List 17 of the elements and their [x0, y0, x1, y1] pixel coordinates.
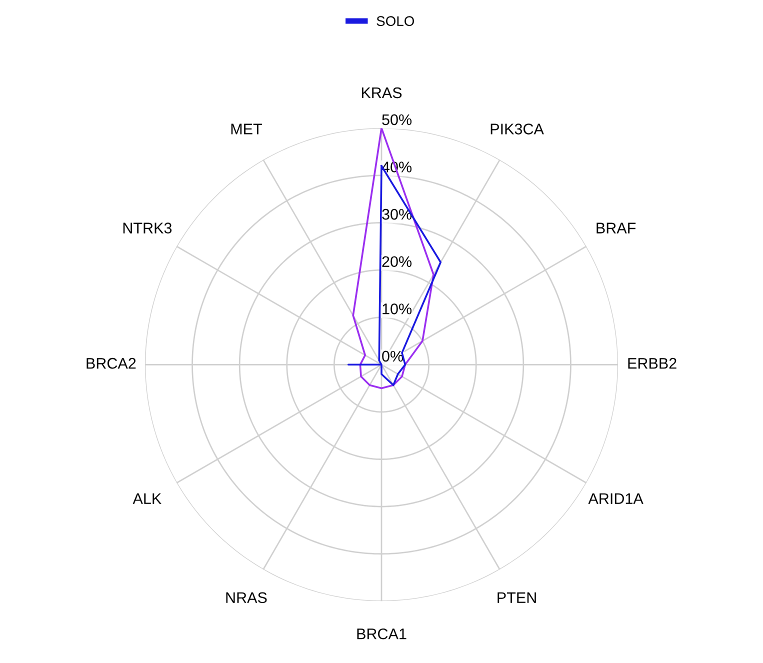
spoke-label: MET: [231, 124, 262, 134]
spoke-label: BRCA1: [357, 628, 406, 640]
spoke-label: NRAS: [226, 592, 267, 604]
spoke-label: ALK: [132, 493, 162, 504]
spoke-label: PTEN: [498, 592, 536, 603]
spoke-label: BRAF: [596, 222, 636, 234]
spoke-label: ERBB2: [628, 358, 676, 369]
spoke-label: BRCA2: [86, 358, 136, 369]
spoke-label: NTRK3: [123, 222, 172, 234]
y-tick-label: 10%: [382, 304, 412, 314]
y-tick-label: 30%: [382, 208, 412, 220]
spoke-label: KRAS: [362, 87, 402, 98]
y-tick-label: 20%: [382, 256, 412, 268]
legend-label: SOLO: [376, 16, 414, 26]
spoke-label: PIK3CA: [490, 124, 544, 134]
spoke-label: ARID1A: [588, 493, 644, 504]
y-tick-label: 50%: [382, 114, 412, 126]
